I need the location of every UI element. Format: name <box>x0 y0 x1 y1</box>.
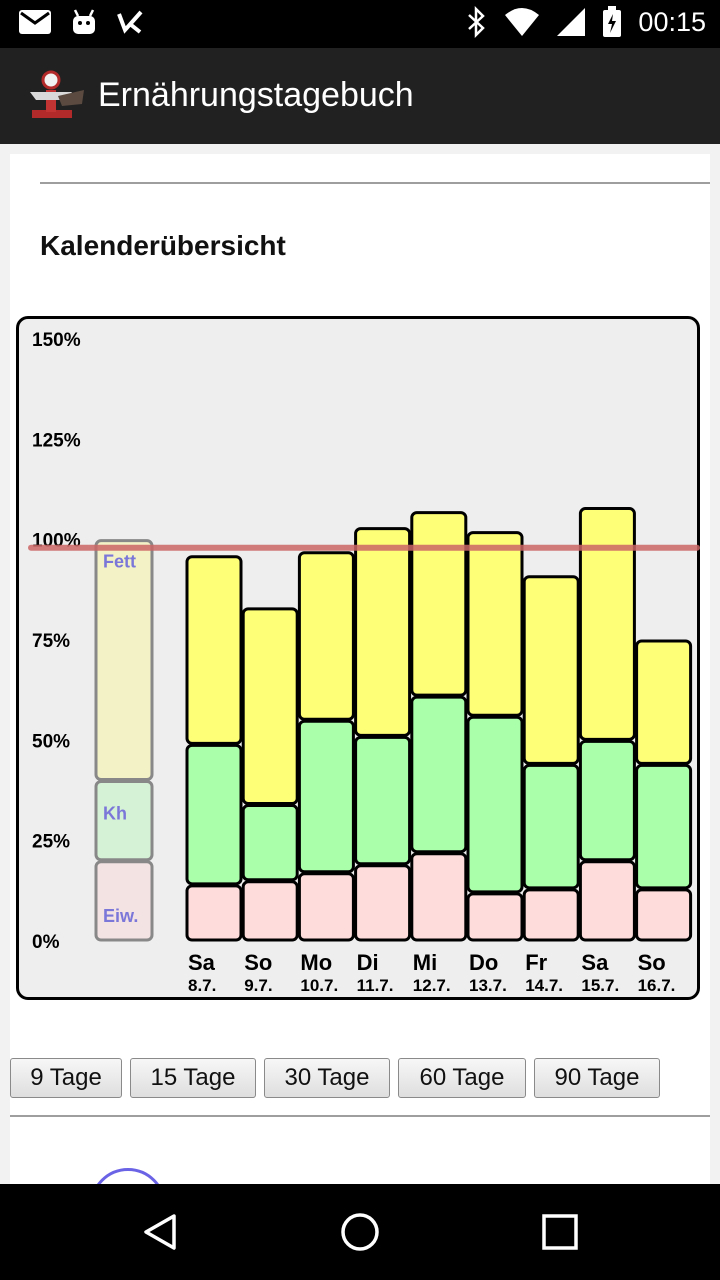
battery-icon <box>603 6 622 37</box>
bar-segment <box>522 888 580 942</box>
x-tick-date: 12.7. <box>413 976 451 995</box>
x-tick-date: 11.7. <box>357 976 394 995</box>
x-tick-day: Di <box>357 950 379 975</box>
bar-segment <box>185 884 243 942</box>
bar-segment <box>522 763 580 890</box>
check-icon <box>117 10 143 34</box>
bar-segment <box>354 527 412 737</box>
chart-svg: 0%25%50%75%100%125%150%Eiw.KhFettSa8.7.S… <box>28 330 700 995</box>
main-content: Kalenderübersicht 0% 25% 50% 75% 100% 125% 150… <box>10 154 710 1184</box>
x-tick-day: Mo <box>300 950 332 975</box>
range-button-15[interactable]: 15 Tage <box>130 1058 256 1098</box>
range-buttons: 9 Tage 15 Tage 30 Tage 60 Tage 90 Tage <box>10 1058 710 1100</box>
status-bar: 00:15 <box>0 0 720 48</box>
x-tick-day: Fr <box>525 950 547 975</box>
bar-segment <box>185 555 243 745</box>
x-tick-day: Mi <box>413 950 437 975</box>
divider-bottom <box>10 1115 710 1117</box>
bar-segment <box>578 860 636 942</box>
x-tick-date: 15.7. <box>581 976 619 995</box>
bar-segment <box>578 739 636 862</box>
bar-segment <box>466 715 524 894</box>
legend-label: Fett <box>103 552 136 572</box>
legend-label: Eiw. <box>103 906 138 926</box>
range-button-30[interactable]: 30 Tage <box>264 1058 390 1098</box>
legend-segment <box>94 539 154 781</box>
y-tick-label: 75% <box>32 631 70 652</box>
bar-segment <box>466 892 524 942</box>
y-tick-label: 125% <box>32 430 81 451</box>
bar-segment <box>410 852 468 942</box>
bar-segment <box>241 804 299 882</box>
divider <box>40 182 710 184</box>
legend-label: Kh <box>103 803 127 823</box>
y-tick-label: 0% <box>32 932 60 953</box>
x-tick-date: 14.7. <box>525 976 563 995</box>
legend-segment <box>94 860 154 942</box>
bar-segment <box>297 872 355 942</box>
bar-segment <box>297 551 355 721</box>
x-tick-day: So <box>638 950 666 975</box>
x-tick-day: Sa <box>188 950 216 975</box>
bar-segment <box>354 735 412 866</box>
bar-segment <box>185 743 243 886</box>
bar-segment <box>410 511 468 697</box>
bar-segment <box>578 507 636 741</box>
navigation-bar <box>0 1184 720 1280</box>
bar-segment <box>635 763 693 890</box>
x-tick-day: Sa <box>581 950 609 975</box>
bar-segment <box>241 880 299 942</box>
bar-segment <box>466 531 524 717</box>
bar-segment <box>410 695 468 854</box>
x-tick-day: So <box>244 950 272 975</box>
range-button-90[interactable]: 90 Tage <box>534 1058 660 1098</box>
x-tick-day: Do <box>469 950 498 975</box>
y-tick-label: 150% <box>32 330 81 351</box>
x-tick-date: 8.7. <box>188 976 216 995</box>
circle-graphic <box>90 1168 166 1184</box>
bar-segment <box>297 719 355 874</box>
android-icon <box>73 9 95 34</box>
y-tick-label: 25% <box>32 832 70 853</box>
bluetooth-icon <box>468 6 486 38</box>
recents-icon[interactable] <box>538 1210 582 1254</box>
back-icon[interactable] <box>138 1210 182 1254</box>
range-button-60[interactable]: 60 Tage <box>398 1058 526 1098</box>
notification-icons <box>18 8 144 36</box>
section-title: Kalenderübersicht <box>40 230 286 261</box>
x-tick-date: 9.7. <box>244 976 272 995</box>
x-tick-date: 16.7. <box>638 976 676 995</box>
system-icons: 00:15 <box>466 6 706 38</box>
home-icon[interactable] <box>338 1210 382 1254</box>
mail-icon <box>19 10 51 34</box>
scale-icon <box>30 70 84 118</box>
app-title: Ernährungstagebuch <box>98 76 414 114</box>
range-button-9[interactable]: 9 Tage <box>10 1058 122 1098</box>
x-tick-date: 13.7. <box>469 976 507 995</box>
bar-segment <box>635 888 693 942</box>
legend-segment <box>94 779 154 862</box>
y-tick-label: 50% <box>32 731 70 752</box>
clock: 00:15 <box>638 6 706 37</box>
bar-segment <box>241 607 299 806</box>
wifi-icon <box>505 8 540 36</box>
bar-segment <box>635 639 693 765</box>
x-tick-date: 10.7. <box>300 976 338 995</box>
calendar-chart: 0% 25% 50% 75% 100% 125% 150% Eiw. Kh Fett Sa 8.7. S… <box>16 316 700 1000</box>
signal-icon <box>557 8 586 36</box>
app-bar: Ernährungstagebuch <box>0 48 720 144</box>
bar-segment <box>354 864 412 942</box>
bar-segment <box>522 575 580 765</box>
